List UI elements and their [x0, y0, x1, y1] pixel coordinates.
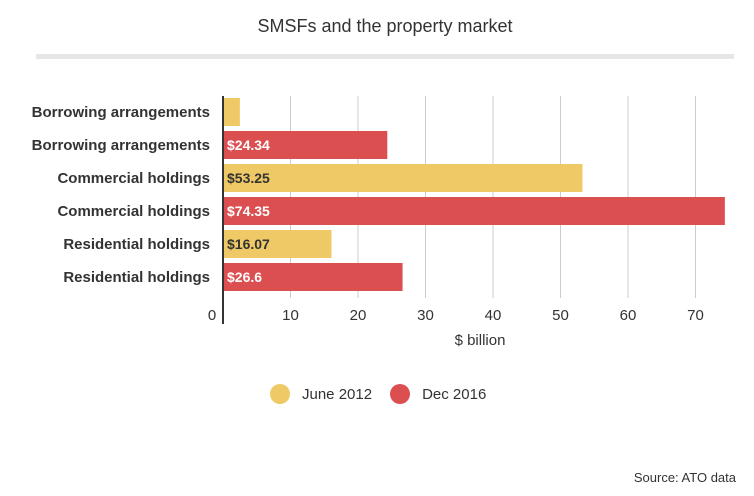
bar-borrowing-arrangements-dec-2016 — [223, 131, 388, 159]
category-label-commercial-holdings-dec-2016: Commercial holdings — [57, 203, 210, 220]
bar-commercial-holdings-dec-2016 — [223, 197, 725, 225]
x-tick-label-0: 0 — [208, 307, 216, 324]
x-tick-label-60: 60 — [620, 307, 637, 324]
data-label-commercial-holdings-june-2012: $53.25 — [227, 170, 270, 186]
x-tick-label-20: 20 — [350, 307, 367, 324]
category-label-residential-holdings-dec-2016: Residential holdings — [63, 269, 210, 286]
data-label-borrowing-arrangements-dec-2016: $24.34 — [227, 137, 270, 153]
bar-residential-holdings-dec-2016 — [223, 263, 403, 291]
bar-residential-holdings-june-2012 — [223, 230, 332, 258]
data-label-residential-holdings-june-2012: $16.07 — [227, 236, 270, 252]
legend-label-june-2012: June 2012 — [302, 385, 373, 403]
legend-swatch-dec-2016 — [390, 384, 411, 404]
category-label-commercial-holdings-june-2012: Commercial holdings — [57, 170, 210, 187]
data-label-commercial-holdings-dec-2016: $74.35 — [227, 203, 270, 219]
category-label-borrowing-arrangements-dec-2016: Borrowing arrangements — [32, 137, 210, 154]
legend-item-dec-2016: Dec 2016 — [390, 384, 486, 404]
category-label-borrowing-arrangements-june-2012: Borrowing arrangements — [32, 104, 210, 121]
legend-item-june-2012: June 2012 — [270, 384, 372, 404]
x-tick-label-30: 30 — [417, 307, 434, 324]
x-tick-label-40: 40 — [485, 307, 502, 324]
data-label-residential-holdings-dec-2016: $26.6 — [227, 269, 262, 285]
chart-title: SMSFs and the property market — [257, 16, 513, 36]
legend-swatch-june-2012 — [270, 384, 290, 404]
bar-commercial-holdings-june-2012 — [223, 164, 583, 192]
source-note: Source: ATO data — [633, 470, 736, 485]
legend-label-dec-2016: Dec 2016 — [422, 385, 487, 403]
category-label-residential-holdings-june-2012: Residential holdings — [63, 236, 210, 253]
x-tick-label-70: 70 — [687, 307, 704, 324]
x-axis-label: $ billion — [454, 332, 506, 349]
bar-borrowing-arrangements-june-2012 — [223, 98, 240, 126]
x-tick-label-50: 50 — [552, 307, 569, 324]
title-divider — [36, 54, 734, 59]
x-tick-label-10: 10 — [282, 307, 299, 324]
legend: June 2012 Dec 2016 — [270, 384, 504, 404]
